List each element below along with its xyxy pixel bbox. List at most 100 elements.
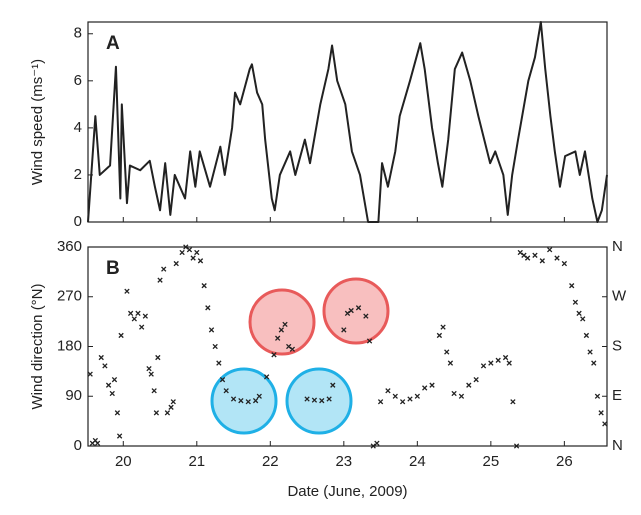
y-tick-label: 8 [74,25,82,42]
direction-marker [532,252,538,258]
y2-tick-label: N [612,437,623,454]
y-tick-label: 0 [74,437,82,454]
direction-marker [139,324,145,330]
y-tick-label: 0 [74,213,82,230]
direction-marker [157,277,163,283]
direction-marker [561,260,568,267]
direction-marker [326,396,332,402]
direction-marker [374,440,380,446]
direction-marker [212,343,218,350]
y-axis-label: Wind direction (°N) [29,283,46,409]
direction-marker [311,397,318,403]
direction-marker [407,396,413,402]
y-tick-label: 270 [57,288,82,305]
y2-tick-label: E [612,387,622,404]
y-axis-label: Wind speed (ms⁻¹) [29,59,46,185]
highlight-circle [248,288,316,356]
direction-marker [330,382,336,388]
direction-marker [576,310,582,316]
highlight-circle [210,367,278,435]
direction-marker [153,410,160,416]
direction-marker [289,346,296,352]
x-tick-label: 23 [335,453,352,470]
direction-marker [495,357,501,363]
direction-marker [466,382,472,388]
x-tick-label: 21 [188,453,205,470]
direction-marker [271,352,277,358]
direction-marker [363,313,369,319]
y-tick-label: 6 [74,72,82,89]
direction-marker [208,327,215,333]
direction-marker [114,410,121,416]
direction-marker [230,396,237,402]
direction-marker [282,321,288,328]
direction-marker [451,390,457,397]
y-tick-label: 180 [57,337,82,354]
direction-marker [385,388,391,394]
direction-marker [569,283,575,289]
panel-label: B [106,258,120,279]
direction-marker [94,440,101,446]
direction-marker [275,335,281,341]
y-tick-label: 360 [57,238,82,255]
direction-marker [436,332,443,339]
direction-marker [201,283,207,289]
direction-marker [131,316,137,322]
direction-marker [179,249,185,256]
wind-speed-line [87,21,608,223]
direction-marker [440,324,446,330]
x-tick-label: 22 [262,453,279,470]
direction-marker [473,377,479,383]
direction-marker [219,377,226,383]
direction-marker [186,247,193,253]
direction-marker [142,313,148,319]
y2-tick-label: S [612,337,622,354]
direction-marker [111,377,118,383]
direction-marker [105,382,112,388]
panel-label: A [106,33,120,54]
direction-marker [168,404,174,410]
direction-marker [151,388,157,394]
direction-marker [127,310,134,316]
direction-marker [194,249,200,256]
direction-marker [377,399,384,405]
direction-marker [124,288,130,294]
direction-marker [594,393,601,399]
plot-frame [87,21,608,223]
direction-marker [223,388,229,394]
direction-marker [554,255,560,261]
direction-marker [87,371,93,377]
direction-marker [164,410,171,416]
direction-marker [245,399,251,405]
direction-marker [355,305,362,311]
direction-marker [252,398,259,404]
direction-marker [155,354,161,361]
x-tick-label: 26 [556,453,573,470]
direction-marker [135,310,141,316]
y2-tick-label: N [612,238,623,255]
direction-marker [161,266,167,272]
direction-marker [341,327,347,333]
direction-marker [414,393,420,399]
direction-marker [580,316,586,322]
direction-marker [197,258,204,264]
direction-marker [392,393,398,399]
direction-marker [572,299,579,305]
highlight-circle [285,367,353,435]
direction-marker [458,393,465,399]
direction-marker [366,338,373,344]
direction-marker [190,255,196,261]
direction-marker [118,332,124,339]
direction-marker [170,399,176,405]
direction-marker [278,327,284,333]
x-tick-label: 24 [409,453,426,470]
x-tick-label: 20 [115,453,132,470]
direction-marker [510,399,516,405]
direction-marker [429,382,435,388]
direction-marker [547,247,553,253]
x-tick-label: 25 [483,453,500,470]
y-tick-label: 4 [74,119,82,136]
direction-marker [173,260,179,267]
direction-marker [513,443,520,449]
